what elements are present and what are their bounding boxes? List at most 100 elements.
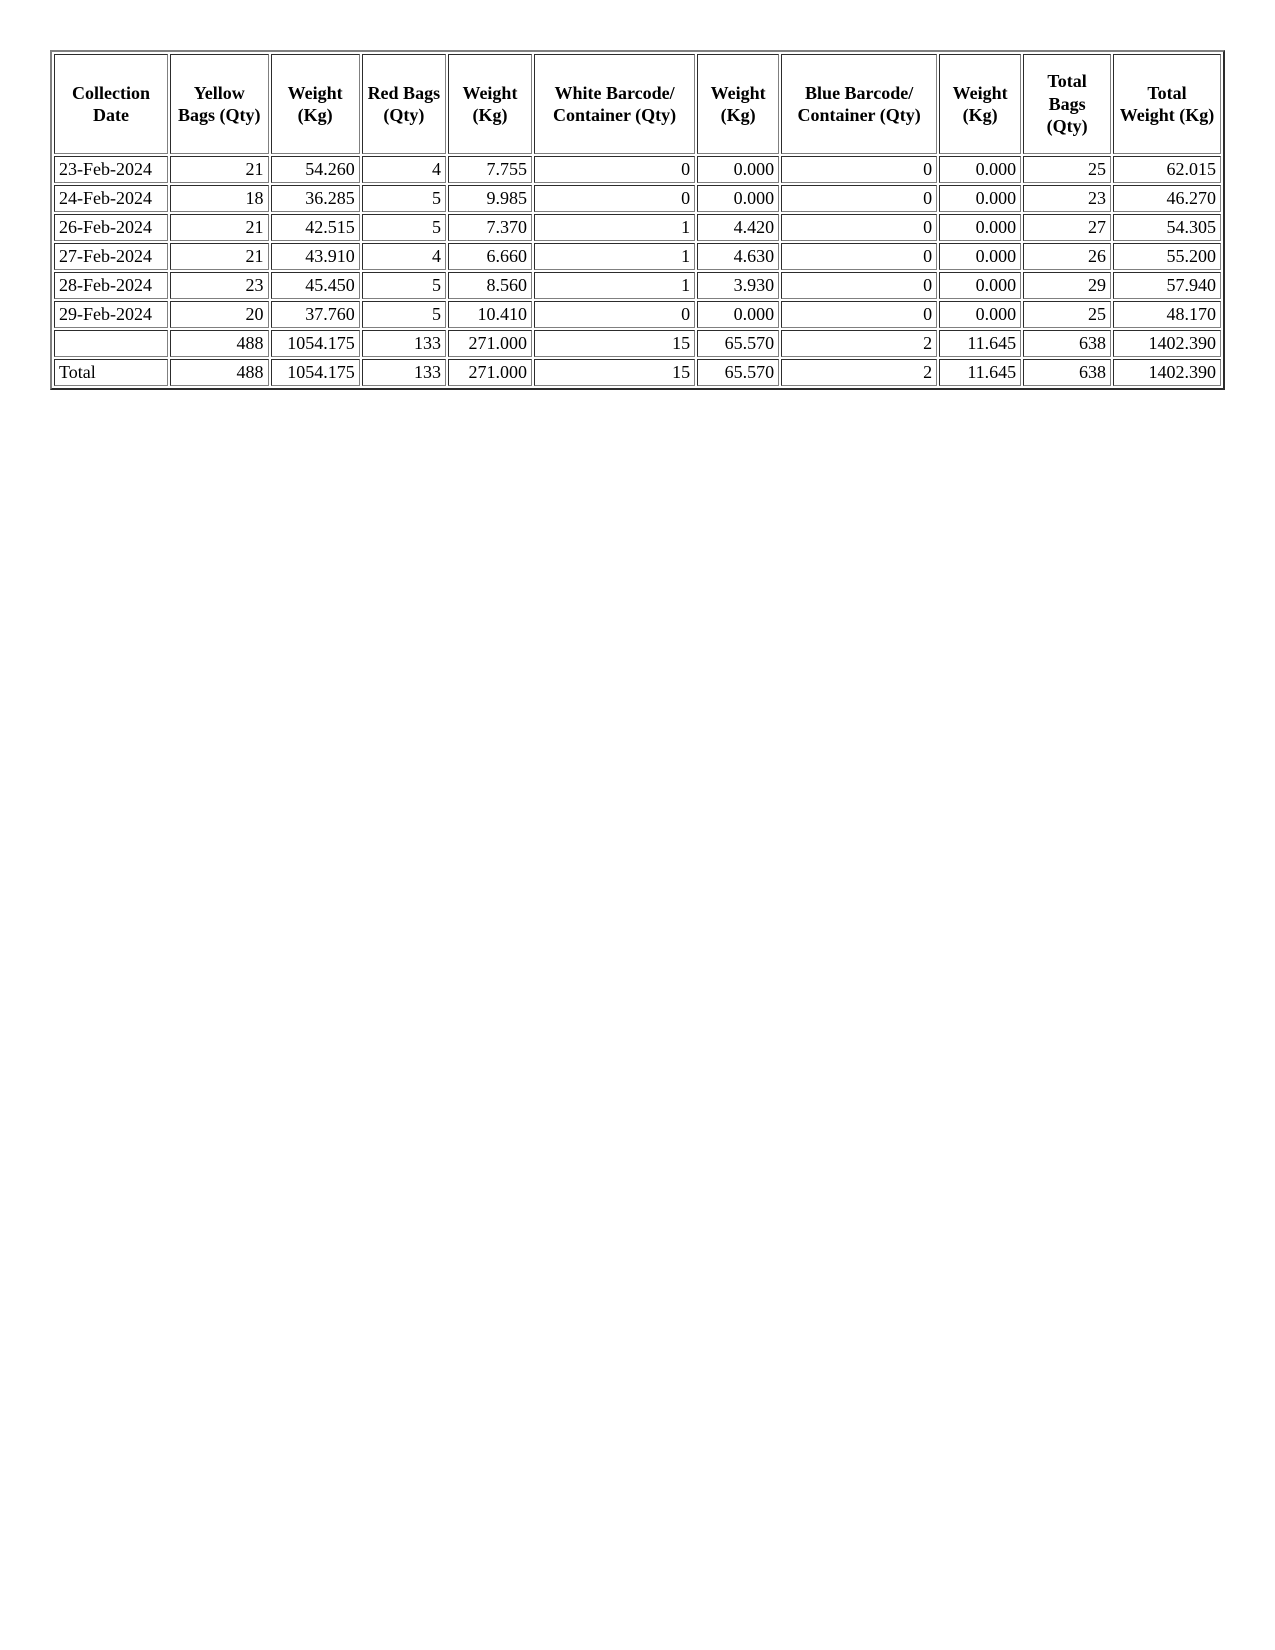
cell-value: 7.755 — [448, 156, 532, 183]
cell-value: 5 — [362, 301, 446, 328]
cell-value: 43.910 — [271, 243, 360, 270]
table-row: 27-Feb-2024 21 43.910 4 6.660 1 4.630 0 … — [54, 243, 1221, 270]
col-header-white-weight: Weight (Kg) — [697, 54, 779, 154]
cell-value: 0.000 — [697, 301, 779, 328]
cell-value: 5 — [362, 214, 446, 241]
cell-value: 638 — [1023, 359, 1111, 386]
cell-value: 54.305 — [1113, 214, 1221, 241]
cell-value: 21 — [170, 243, 269, 270]
col-header-total-bags-qty: Total Bags (Qty) — [1023, 54, 1111, 154]
cell-value: 29 — [1023, 272, 1111, 299]
cell-value: 54.260 — [271, 156, 360, 183]
cell-value: 25 — [1023, 156, 1111, 183]
cell-value: 1402.390 — [1113, 330, 1221, 357]
table-header-row: Collection Date Yellow Bags (Qty) Weight… — [54, 54, 1221, 154]
table-row: 23-Feb-2024 21 54.260 4 7.755 0 0.000 0 … — [54, 156, 1221, 183]
cell-value: 271.000 — [448, 330, 532, 357]
cell-date: 23-Feb-2024 — [54, 156, 168, 183]
cell-value: 48.170 — [1113, 301, 1221, 328]
table-row-subtotal: 488 1054.175 133 271.000 15 65.570 2 11.… — [54, 330, 1221, 357]
cell-value: 1 — [534, 272, 695, 299]
cell-value: 23 — [1023, 185, 1111, 212]
cell-value: 15 — [534, 330, 695, 357]
cell-value: 62.015 — [1113, 156, 1221, 183]
cell-value: 5 — [362, 185, 446, 212]
cell-date: 29-Feb-2024 — [54, 301, 168, 328]
cell-value: 36.285 — [271, 185, 360, 212]
cell-value: 65.570 — [697, 330, 779, 357]
cell-value: 7.370 — [448, 214, 532, 241]
cell-value: 25 — [1023, 301, 1111, 328]
col-header-yellow-weight: Weight (Kg) — [271, 54, 360, 154]
cell-value: 4 — [362, 243, 446, 270]
col-header-blue-container-qty: Blue Barcode/ Container (Qty) — [781, 54, 937, 154]
cell-value: 0 — [781, 272, 937, 299]
cell-value: 0 — [534, 301, 695, 328]
cell-value: 0 — [781, 185, 937, 212]
cell-value: 9.985 — [448, 185, 532, 212]
cell-value: 26 — [1023, 243, 1111, 270]
table-row: 29-Feb-2024 20 37.760 5 10.410 0 0.000 0… — [54, 301, 1221, 328]
cell-value: 0.000 — [939, 243, 1021, 270]
cell-value: 21 — [170, 214, 269, 241]
cell-value: 37.760 — [271, 301, 360, 328]
cell-value: 0.000 — [697, 185, 779, 212]
cell-value: 20 — [170, 301, 269, 328]
cell-value: 21 — [170, 156, 269, 183]
cell-value: 0.000 — [939, 301, 1021, 328]
cell-value: 2 — [781, 330, 937, 357]
cell-value: 0 — [781, 243, 937, 270]
cell-value: 0.000 — [697, 156, 779, 183]
cell-value: 488 — [170, 359, 269, 386]
cell-value: 4.630 — [697, 243, 779, 270]
cell-value: 0 — [781, 156, 937, 183]
cell-value: 2 — [781, 359, 937, 386]
cell-value: 133 — [362, 330, 446, 357]
table-row: 28-Feb-2024 23 45.450 5 8.560 1 3.930 0 … — [54, 272, 1221, 299]
cell-value: 8.560 — [448, 272, 532, 299]
table-header: Collection Date Yellow Bags (Qty) Weight… — [54, 54, 1221, 154]
cell-value: 0.000 — [939, 272, 1021, 299]
cell-value: 1402.390 — [1113, 359, 1221, 386]
cell-value: 5 — [362, 272, 446, 299]
cell-value: 1 — [534, 214, 695, 241]
cell-value: 10.410 — [448, 301, 532, 328]
col-header-red-weight: Weight (Kg) — [448, 54, 532, 154]
col-header-white-container-qty: White Barcode/ Container (Qty) — [534, 54, 695, 154]
cell-date: 28-Feb-2024 — [54, 272, 168, 299]
col-header-blue-weight: Weight (Kg) — [939, 54, 1021, 154]
cell-value: 1054.175 — [271, 359, 360, 386]
cell-date — [54, 330, 168, 357]
cell-value: 0.000 — [939, 156, 1021, 183]
cell-value: 4.420 — [697, 214, 779, 241]
cell-value: 0 — [534, 156, 695, 183]
cell-value: 18 — [170, 185, 269, 212]
cell-value: 133 — [362, 359, 446, 386]
cell-value: 0.000 — [939, 214, 1021, 241]
cell-value: 638 — [1023, 330, 1111, 357]
cell-value: 488 — [170, 330, 269, 357]
cell-value: 57.940 — [1113, 272, 1221, 299]
cell-value: 6.660 — [448, 243, 532, 270]
cell-total-label: Total — [54, 359, 168, 386]
table-row: 24-Feb-2024 18 36.285 5 9.985 0 0.000 0 … — [54, 185, 1221, 212]
table-row: 26-Feb-2024 21 42.515 5 7.370 1 4.420 0 … — [54, 214, 1221, 241]
cell-value: 11.645 — [939, 330, 1021, 357]
cell-value: 65.570 — [697, 359, 779, 386]
cell-value: 46.270 — [1113, 185, 1221, 212]
cell-value: 271.000 — [448, 359, 532, 386]
cell-value: 1054.175 — [271, 330, 360, 357]
cell-date: 27-Feb-2024 — [54, 243, 168, 270]
col-header-red-bags-qty: Red Bags (Qty) — [362, 54, 446, 154]
table-row-total: Total 488 1054.175 133 271.000 15 65.570… — [54, 359, 1221, 386]
col-header-total-weight: Total Weight (Kg) — [1113, 54, 1221, 154]
cell-value: 42.515 — [271, 214, 360, 241]
cell-date: 24-Feb-2024 — [54, 185, 168, 212]
cell-value: 45.450 — [271, 272, 360, 299]
cell-date: 26-Feb-2024 — [54, 214, 168, 241]
cell-value: 55.200 — [1113, 243, 1221, 270]
cell-value: 27 — [1023, 214, 1111, 241]
cell-value: 1 — [534, 243, 695, 270]
cell-value: 0 — [781, 214, 937, 241]
cell-value: 0 — [534, 185, 695, 212]
